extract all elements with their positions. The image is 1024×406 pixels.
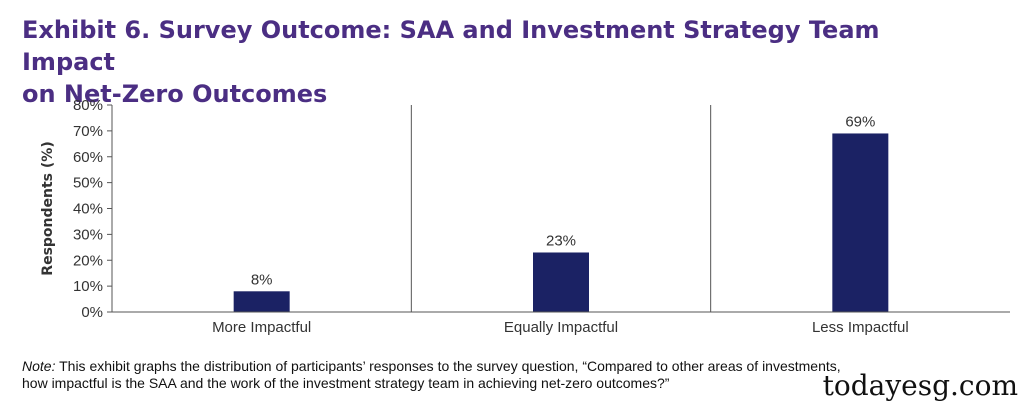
note-text-line-1: This exhibit graphs the distribution of … — [55, 358, 841, 374]
chart-title-line-1: Exhibit 6. Survey Outcome: SAA and Inves… — [22, 16, 880, 76]
chart-title: Exhibit 6. Survey Outcome: SAA and Inves… — [22, 14, 922, 110]
bar — [832, 133, 889, 312]
site-watermark: todayesg.com — [822, 369, 1018, 402]
y-tick-label: 80% — [73, 97, 103, 114]
y-tick-label: 40% — [73, 201, 103, 218]
y-tick-label: 10% — [73, 278, 103, 295]
value-labels: 8% 23% 69% — [251, 113, 876, 288]
y-tick-label: 0% — [81, 304, 103, 321]
y-axis: 0% 10% 20% 30% 40% 50% 60% 70% 80% Respondents (%… — [40, 97, 113, 321]
category-separators — [410, 105, 712, 312]
y-tick-label: 20% — [73, 252, 103, 269]
bar-chart: 0% 10% 20% 30% 40% 50% 60% 70% 80% Respondents (%… — [40, 97, 1010, 336]
bars — [233, 133, 889, 312]
x-tick-label: Less Impactful — [812, 319, 909, 336]
bar-value-label: 8% — [251, 271, 273, 288]
y-tick-label: 70% — [73, 123, 103, 140]
bar — [233, 291, 290, 312]
chart-note: Note: This exhibit graphs the distributi… — [22, 358, 982, 392]
bar-value-label: 69% — [845, 113, 875, 130]
x-tick-label: More Impactful — [212, 319, 311, 336]
y-tick-label: 50% — [73, 175, 103, 192]
y-tick-label: 60% — [73, 149, 103, 166]
y-tick-label: 30% — [73, 226, 103, 243]
chart-title-line-2: on Net-Zero Outcomes — [22, 80, 328, 108]
x-axis: More Impactful Equally Impactful Less Impa… — [112, 311, 1010, 336]
bar — [533, 252, 589, 312]
note-text-line-2: how impactful is the SAA and the work of… — [22, 375, 670, 391]
x-tick-label: Equally Impactful — [504, 319, 618, 336]
y-axis-title: Respondents (%) — [40, 141, 56, 275]
note-label: Note: — [22, 358, 56, 374]
bar-value-label: 23% — [546, 232, 576, 249]
